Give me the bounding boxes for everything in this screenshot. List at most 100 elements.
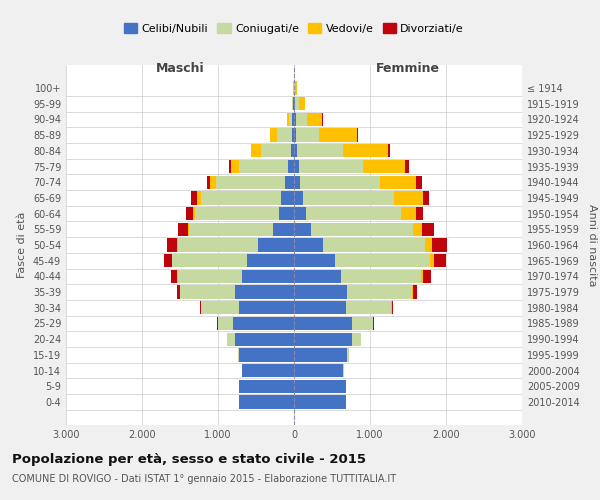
Bar bbox=[294, 97, 295, 110]
Bar bbox=[294, 144, 297, 158]
Bar bbox=[229, 160, 231, 173]
Bar bbox=[423, 191, 429, 204]
Bar bbox=[197, 191, 201, 204]
Bar bbox=[279, 207, 294, 220]
Bar bbox=[292, 128, 294, 142]
Bar bbox=[242, 270, 294, 283]
Bar bbox=[352, 317, 373, 330]
Bar bbox=[425, 238, 431, 252]
Text: COMUNE DI ROVIGO - Dati ISTAT 1° gennaio 2015 - Elaborazione TUTTITALIA.IT: COMUNE DI ROVIGO - Dati ISTAT 1° gennaio… bbox=[12, 474, 396, 484]
Bar bbox=[191, 191, 197, 204]
Bar bbox=[211, 176, 217, 189]
Bar bbox=[416, 176, 422, 189]
Bar bbox=[287, 113, 289, 126]
Bar bbox=[430, 254, 434, 268]
Bar bbox=[323, 238, 425, 252]
Bar bbox=[295, 97, 299, 110]
Bar bbox=[180, 286, 235, 299]
Bar bbox=[294, 128, 296, 142]
Bar bbox=[271, 128, 277, 142]
Bar bbox=[177, 286, 180, 299]
Bar bbox=[347, 286, 412, 299]
Bar bbox=[217, 317, 218, 330]
Bar bbox=[285, 176, 294, 189]
Bar bbox=[413, 286, 417, 299]
Bar bbox=[294, 270, 341, 283]
Bar bbox=[291, 144, 294, 158]
Bar bbox=[294, 238, 323, 252]
Text: Femmine: Femmine bbox=[376, 62, 440, 76]
Y-axis label: Fasce di età: Fasce di età bbox=[17, 212, 27, 278]
Bar bbox=[239, 160, 288, 173]
Bar bbox=[195, 207, 279, 220]
Bar bbox=[200, 301, 201, 314]
Bar bbox=[299, 160, 363, 173]
Bar bbox=[357, 128, 358, 142]
Bar bbox=[434, 254, 446, 268]
Bar bbox=[277, 128, 292, 142]
Bar bbox=[352, 332, 361, 346]
Bar bbox=[238, 348, 239, 362]
Bar bbox=[257, 238, 294, 252]
Bar bbox=[294, 332, 352, 346]
Bar bbox=[239, 301, 294, 314]
Bar bbox=[178, 270, 242, 283]
Bar bbox=[260, 144, 291, 158]
Bar bbox=[392, 301, 393, 314]
Bar bbox=[186, 207, 193, 220]
Bar bbox=[294, 176, 300, 189]
Bar bbox=[363, 160, 405, 173]
Bar bbox=[281, 191, 294, 204]
Bar bbox=[294, 254, 335, 268]
Bar bbox=[347, 348, 349, 362]
Y-axis label: Anni di nascita: Anni di nascita bbox=[587, 204, 596, 286]
Bar bbox=[297, 144, 343, 158]
Bar bbox=[380, 176, 416, 189]
Bar bbox=[422, 222, 434, 236]
Bar bbox=[405, 160, 409, 173]
Bar bbox=[177, 238, 178, 252]
Bar bbox=[242, 364, 294, 377]
Bar bbox=[201, 191, 281, 204]
Bar bbox=[292, 113, 294, 126]
Bar bbox=[307, 113, 322, 126]
Text: Popolazione per età, sesso e stato civile - 2015: Popolazione per età, sesso e stato civil… bbox=[12, 452, 366, 466]
Bar bbox=[401, 207, 416, 220]
Bar bbox=[294, 160, 299, 173]
Bar bbox=[294, 286, 347, 299]
Bar bbox=[413, 222, 422, 236]
Bar bbox=[167, 238, 177, 252]
Bar bbox=[293, 97, 294, 110]
Bar bbox=[273, 222, 294, 236]
Bar bbox=[206, 176, 211, 189]
Legend: Celibi/Nubili, Coniugati/e, Vedovi/e, Divorziati/e: Celibi/Nubili, Coniugati/e, Vedovi/e, Di… bbox=[121, 20, 467, 38]
Bar bbox=[416, 207, 423, 220]
Bar bbox=[193, 207, 195, 220]
Bar bbox=[189, 222, 273, 236]
Bar bbox=[294, 380, 346, 393]
Bar bbox=[346, 301, 391, 314]
Bar bbox=[231, 160, 239, 173]
Bar bbox=[319, 128, 357, 142]
Bar bbox=[178, 238, 257, 252]
Bar bbox=[235, 286, 294, 299]
Bar bbox=[294, 301, 346, 314]
Bar bbox=[239, 380, 294, 393]
Bar bbox=[306, 207, 401, 220]
Bar bbox=[235, 332, 294, 346]
Bar bbox=[412, 286, 413, 299]
Bar bbox=[299, 97, 305, 110]
Bar bbox=[251, 144, 260, 158]
Bar bbox=[335, 254, 430, 268]
Bar bbox=[247, 254, 294, 268]
Bar bbox=[394, 191, 423, 204]
Text: Maschi: Maschi bbox=[155, 62, 205, 76]
Bar bbox=[164, 254, 172, 268]
Bar bbox=[373, 317, 374, 330]
Bar bbox=[431, 238, 447, 252]
Bar bbox=[303, 191, 394, 204]
Bar bbox=[300, 176, 380, 189]
Bar bbox=[294, 207, 306, 220]
Bar bbox=[388, 144, 390, 158]
Bar bbox=[296, 128, 319, 142]
